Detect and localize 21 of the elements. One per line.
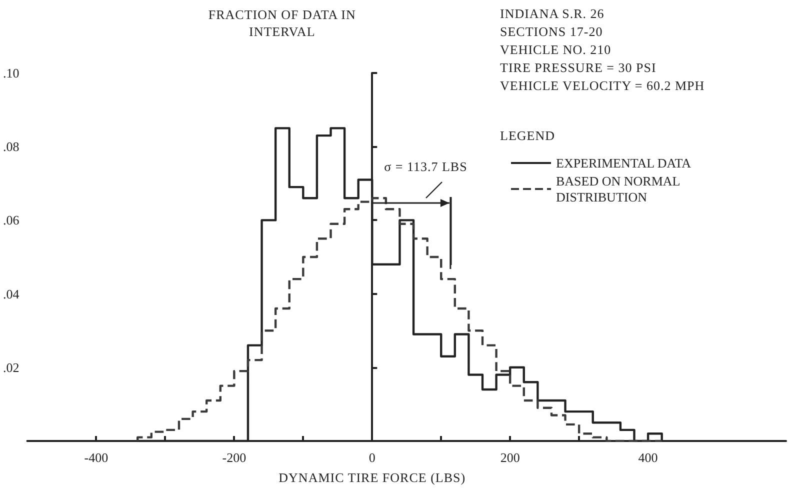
x-tick-label: -200 — [222, 450, 246, 465]
legend-title: LEGEND — [500, 128, 555, 144]
x-tick-label: 200 — [500, 450, 520, 465]
legend-label: BASED ON NORMAL DISTRIBUTION — [556, 174, 683, 204]
y-axis-title: FRACTION OF DATA IN INTERVAL — [207, 6, 357, 40]
legend-label: EXPERIMENTAL DATA — [556, 156, 692, 170]
ref-line-label: σ = 113.7 LBS — [384, 159, 468, 175]
x-axis-title: DYNAMIC TIRE FORCE (LBS) — [278, 470, 467, 486]
text: INDIANA S.R. 26 — [500, 6, 604, 22]
text: SECTIONS 17-20 — [500, 24, 603, 40]
x-tick-label: 400 — [638, 450, 658, 465]
y-tick-label: .08 — [3, 139, 20, 154]
y-tick-label: .04 — [3, 286, 20, 302]
text: VEHICLE NO. 210 — [500, 42, 612, 58]
y-tick-label: .02 — [3, 360, 20, 375]
x-tick-label: -400 — [84, 450, 108, 465]
y-tick-label: .06 — [3, 212, 20, 228]
annotation: TIRE PRESSURE = 30 PSI — [500, 60, 656, 76]
annotation: VEHICLE VELOCITY = 60.2 MPH — [500, 78, 705, 94]
x-tick-label: 0 — [368, 450, 376, 465]
y-tick-label: .10 — [3, 66, 20, 80]
